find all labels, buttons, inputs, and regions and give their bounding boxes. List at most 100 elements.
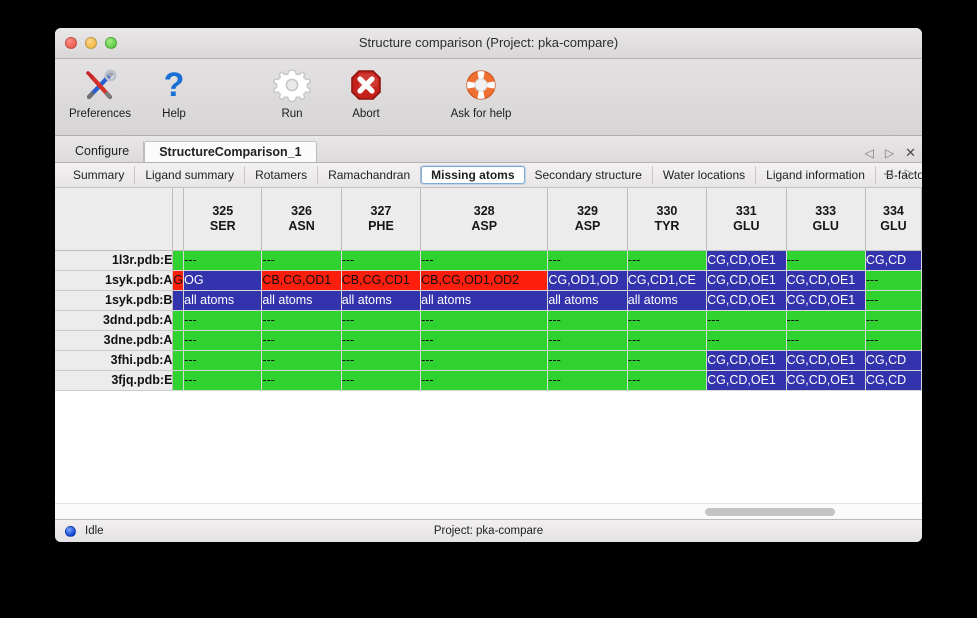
table-cell[interactable]: ---: [183, 250, 263, 271]
triangle-left-icon[interactable]: ◁: [864, 146, 874, 160]
table-cell[interactable]: ---: [183, 310, 263, 331]
table-cell-partial[interactable]: [172, 370, 185, 391]
table-cell[interactable]: ---: [261, 350, 342, 371]
table-cell[interactable]: CG,CD: [865, 350, 922, 371]
table-row[interactable]: 3fhi.pdb:A --- --- --- --- --- --- CG,CD,OE1 CG,…: [55, 350, 922, 371]
run-button[interactable]: Run: [255, 59, 329, 120]
table-cell[interactable]: ---: [627, 330, 708, 351]
table-cell-partial[interactable]: [172, 350, 185, 371]
column-header-333[interactable]: 333 GLU: [786, 188, 866, 251]
table-cell[interactable]: CG,CD,OE1: [706, 370, 787, 391]
table-cell[interactable]: ---: [420, 370, 549, 391]
table-cell[interactable]: ---: [341, 310, 422, 331]
table-cell[interactable]: ---: [706, 330, 787, 351]
tab-b-factors[interactable]: B-factors: [876, 166, 922, 184]
row-header-label[interactable]: 1syk.pdb:A: [55, 270, 174, 291]
close-icon[interactable]: ✕: [905, 145, 916, 160]
table-cell[interactable]: CG,CD: [865, 370, 922, 391]
table-cell[interactable]: ---: [786, 330, 866, 351]
help-button[interactable]: ? Help: [137, 59, 211, 120]
table-cell[interactable]: CB,CG,CD1: [341, 270, 422, 291]
table-cell[interactable]: CG,OD1,OD: [547, 270, 628, 291]
row-header-label[interactable]: 3dne.pdb:A: [55, 330, 174, 351]
table-cell[interactable]: CB,CG,OD1,OD2: [420, 270, 549, 291]
table-cell[interactable]: ---: [627, 350, 708, 371]
table-cell[interactable]: ---: [547, 330, 628, 351]
table-cell-partial[interactable]: [172, 250, 185, 271]
row-header-label[interactable]: 1syk.pdb:B: [55, 290, 174, 311]
row-header-label[interactable]: 3dnd.pdb:A: [55, 310, 174, 331]
table-cell[interactable]: all atoms: [420, 290, 549, 311]
tab-missing-atoms[interactable]: Missing atoms: [421, 166, 525, 184]
table-cell[interactable]: ---: [420, 310, 549, 331]
table-cell[interactable]: CG,CD,OE1: [706, 270, 787, 291]
table-cell[interactable]: CG,CD,OE1: [786, 270, 866, 291]
table-cell-partial[interactable]: [172, 310, 185, 331]
zoom-window-button[interactable]: [105, 37, 117, 49]
table-cell-partial[interactable]: G: [172, 270, 185, 291]
table-cell[interactable]: ---: [865, 290, 922, 311]
table-cell[interactable]: ---: [627, 250, 708, 271]
table-cell-partial[interactable]: [172, 330, 185, 351]
tab-ligand-information[interactable]: Ligand information: [756, 166, 876, 184]
abort-button[interactable]: Abort: [329, 59, 403, 120]
table-row[interactable]: 1l3r.pdb:E --- --- --- --- --- --- CG,CD,OE1 ---…: [55, 250, 922, 271]
table-cell[interactable]: CG,CD,OE1: [706, 350, 787, 371]
preferences-button[interactable]: Preferences: [63, 59, 137, 120]
column-header-334[interactable]: 334 GLU: [865, 188, 922, 251]
table-cell[interactable]: ---: [627, 310, 708, 331]
table-cell[interactable]: ---: [420, 350, 549, 371]
column-header-331[interactable]: 331 GLU: [706, 188, 787, 251]
table-cell[interactable]: all atoms: [341, 290, 422, 311]
close-window-button[interactable]: [65, 37, 77, 49]
table-cell[interactable]: CG,CD,OE1: [706, 290, 787, 311]
column-header-330[interactable]: 330 TYR: [627, 188, 708, 251]
table-cell[interactable]: ---: [865, 270, 922, 291]
table-cell[interactable]: ---: [261, 310, 342, 331]
table-cell[interactable]: all atoms: [261, 290, 342, 311]
table-cell[interactable]: ---: [183, 330, 263, 351]
missing-atoms-table-container[interactable]: 325 SER 326 ASN 327 PHE 328 ASP 329 ASP 330 TYR 331 G…: [55, 188, 922, 503]
tab-ramachandran[interactable]: Ramachandran: [318, 166, 422, 184]
table-cell[interactable]: ---: [547, 350, 628, 371]
table-cell[interactable]: CG,CD,OE1: [786, 350, 866, 371]
table-cell[interactable]: ---: [865, 330, 922, 351]
table-row[interactable]: 3fjq.pdb:E --- --- --- --- --- --- CG,CD,OE1 CG,…: [55, 370, 922, 391]
table-cell[interactable]: ---: [261, 250, 342, 271]
row-header-label[interactable]: 3fhi.pdb:A: [55, 350, 174, 371]
column-header-327[interactable]: 327 PHE: [341, 188, 422, 251]
table-cell[interactable]: ---: [341, 330, 422, 351]
column-header-329[interactable]: 329 ASP: [547, 188, 628, 251]
table-cell[interactable]: CG,CD,OE1: [786, 370, 866, 391]
table-cell[interactable]: ---: [420, 330, 549, 351]
tab-configure[interactable]: Configure: [61, 141, 145, 162]
table-row[interactable]: 3dnd.pdb:A --- --- --- --- --- --- --- --- ---: [55, 310, 922, 331]
table-cell[interactable]: ---: [786, 250, 866, 271]
tab-summary[interactable]: Summary: [63, 166, 136, 184]
table-row[interactable]: 1syk.pdb:B all atoms all atoms all atoms all…: [55, 290, 922, 311]
table-cell[interactable]: ---: [865, 310, 922, 331]
column-header-325[interactable]: 325 SER: [183, 188, 263, 251]
tab-structurecomparison-1[interactable]: StructureComparison_1: [144, 141, 317, 162]
minimize-window-button[interactable]: [85, 37, 97, 49]
triangle-right-icon[interactable]: ▷: [904, 166, 914, 180]
table-cell[interactable]: ---: [341, 350, 422, 371]
tab-rotamers[interactable]: Rotamers: [245, 166, 319, 184]
tab-water-locations[interactable]: Water locations: [653, 166, 757, 184]
table-cell[interactable]: all atoms: [547, 290, 628, 311]
table-cell[interactable]: CG,CD,OE1: [706, 250, 787, 271]
row-header-label[interactable]: 1l3r.pdb:E: [55, 250, 174, 271]
table-cell[interactable]: ---: [786, 310, 866, 331]
table-cell[interactable]: ---: [261, 330, 342, 351]
table-cell[interactable]: CB,CG,OD1: [261, 270, 342, 291]
table-cell[interactable]: ---: [420, 250, 549, 271]
column-header-328[interactable]: 328 ASP: [420, 188, 549, 251]
table-cell[interactable]: CG,CD: [865, 250, 922, 271]
table-cell[interactable]: ---: [183, 370, 263, 391]
table-cell[interactable]: ---: [627, 370, 708, 391]
table-cell[interactable]: ---: [341, 250, 422, 271]
column-header-326[interactable]: 326 ASN: [261, 188, 342, 251]
ask-for-help-button[interactable]: Ask for help: [431, 59, 531, 120]
table-cell-partial[interactable]: [172, 290, 185, 311]
tab-ligand-summary[interactable]: Ligand summary: [135, 166, 246, 184]
